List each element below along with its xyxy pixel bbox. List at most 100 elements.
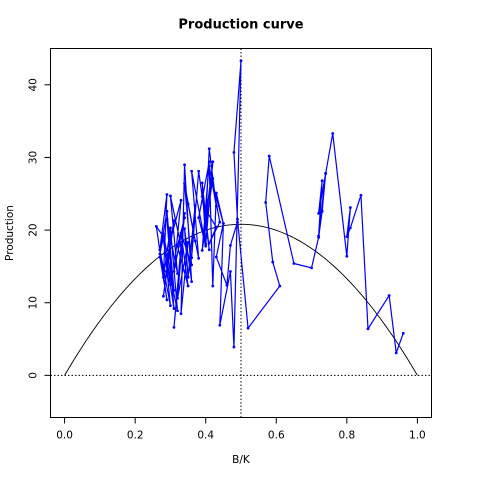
series-point xyxy=(236,220,239,224)
series-point xyxy=(246,326,250,330)
series-point xyxy=(186,284,190,288)
plot-area xyxy=(50,48,432,418)
series-point xyxy=(176,244,179,248)
series-point xyxy=(200,249,204,252)
series-point xyxy=(204,208,208,212)
series-point xyxy=(183,163,186,167)
x-tick-label: 0.4 xyxy=(197,430,214,442)
series-point xyxy=(218,323,222,327)
series-point xyxy=(190,263,194,267)
series-point xyxy=(324,172,328,175)
series-point xyxy=(183,227,186,231)
series-point xyxy=(158,255,162,259)
plot-frame xyxy=(50,48,432,418)
series-point xyxy=(214,204,218,208)
series-point xyxy=(310,266,313,270)
series-point xyxy=(359,193,363,197)
series-point xyxy=(218,220,222,224)
y-axis-label: Production xyxy=(4,205,16,261)
series-point xyxy=(158,252,162,256)
x-tick-label: 1.0 xyxy=(409,430,426,442)
series-point xyxy=(345,254,349,258)
x-tick-label: 0.6 xyxy=(268,430,285,442)
series-point xyxy=(197,257,201,260)
series-point xyxy=(161,294,165,298)
series-point xyxy=(214,255,218,259)
series-point xyxy=(225,283,229,287)
series-point xyxy=(331,132,335,135)
series-point xyxy=(154,225,158,228)
series-point xyxy=(186,241,190,244)
y-tick-label: 10 xyxy=(28,296,40,309)
series-point xyxy=(161,232,165,236)
series-point xyxy=(292,262,296,265)
series-point xyxy=(193,204,197,207)
x-tick-label: 0.0 xyxy=(56,430,73,442)
series-point xyxy=(190,280,194,284)
y-tick-label: 0 xyxy=(28,372,40,379)
series-point xyxy=(211,160,215,164)
series-point xyxy=(387,294,391,297)
production-curve xyxy=(64,223,418,376)
series-point xyxy=(190,169,194,173)
series-point xyxy=(183,211,186,215)
series-point xyxy=(317,235,321,239)
series-point xyxy=(345,235,349,239)
series-point xyxy=(229,270,232,273)
series-point xyxy=(183,216,186,220)
series-point xyxy=(394,351,398,355)
x-tick-label: 0.8 xyxy=(338,430,355,442)
series-point xyxy=(165,217,169,221)
series-point xyxy=(200,181,204,185)
series-point xyxy=(165,209,169,213)
series-point xyxy=(179,244,183,248)
series-point xyxy=(176,296,179,300)
series-point xyxy=(348,206,352,209)
series-point xyxy=(239,59,243,63)
series-point xyxy=(172,326,176,329)
series-point xyxy=(165,259,169,263)
series-point xyxy=(193,239,197,243)
series-point xyxy=(211,177,215,180)
series-point xyxy=(232,345,236,349)
series-point xyxy=(317,211,321,215)
series-point xyxy=(204,244,208,248)
y-axis: 0 10 20 30 40 xyxy=(28,78,51,379)
series-point xyxy=(221,222,225,225)
series-point xyxy=(190,256,194,260)
series-point xyxy=(214,191,218,195)
series-point xyxy=(264,201,268,204)
series-point xyxy=(320,209,324,213)
series-point xyxy=(197,216,201,220)
series-point xyxy=(186,202,190,206)
series-point xyxy=(278,284,282,288)
series-point xyxy=(204,242,208,246)
series-point xyxy=(169,226,172,230)
series-point xyxy=(211,284,215,288)
series-point xyxy=(271,260,275,264)
series-point xyxy=(179,231,183,235)
series-point xyxy=(204,219,208,223)
series-point xyxy=(169,304,172,308)
series-point xyxy=(207,248,211,252)
series-point xyxy=(165,193,169,196)
series-point xyxy=(169,194,172,198)
series-point xyxy=(183,182,186,186)
series-point xyxy=(236,217,239,221)
y-tick-label: 40 xyxy=(28,78,40,91)
x-tick-label: 0.2 xyxy=(127,430,144,442)
series-point xyxy=(176,309,179,313)
series-point xyxy=(172,288,176,292)
chart-title: Production curve xyxy=(178,18,303,33)
series-point xyxy=(320,179,324,183)
series-point xyxy=(207,241,211,245)
series-point xyxy=(200,195,204,199)
series-point xyxy=(401,331,405,335)
series-point xyxy=(158,248,162,252)
series-point xyxy=(172,307,176,310)
series-point xyxy=(348,226,352,230)
series-point xyxy=(232,150,236,154)
series-point xyxy=(211,182,215,186)
series-point xyxy=(214,225,218,229)
